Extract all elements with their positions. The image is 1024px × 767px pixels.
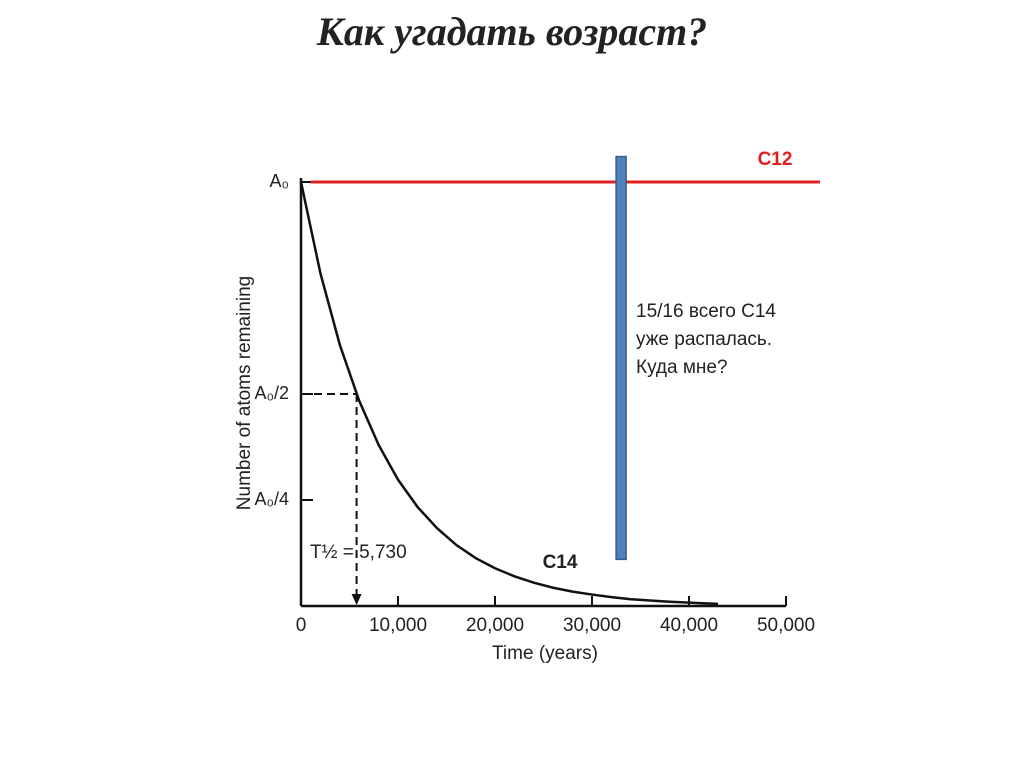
- y-tick-label: A₀/4: [255, 489, 290, 509]
- series-label: C12: [758, 149, 793, 170]
- arrow-head: [351, 594, 362, 605]
- x-tick-label: 10,000: [369, 615, 427, 636]
- y-axis-label: Number of atoms remaining: [234, 276, 255, 510]
- x-tick-label: 40,000: [660, 615, 718, 636]
- x-tick-label: 20,000: [466, 615, 524, 636]
- x-tick-label: 30,000: [563, 615, 621, 636]
- y-tick-label: A₀/2: [255, 383, 290, 403]
- annotation-line: уже распалась.: [636, 329, 772, 350]
- age-marker: [615, 155, 627, 561]
- series-line: [299, 181, 719, 606]
- series-label: C14: [543, 552, 578, 573]
- annotation-line: 15/16 всего С14: [636, 301, 776, 322]
- slide-title: Как угадать возраст?: [316, 9, 707, 54]
- annotation-line: Куда мне?: [636, 357, 728, 378]
- x-tick-label: 50,000: [757, 615, 815, 636]
- x-axis-label: Time (years): [492, 643, 598, 664]
- half-life-label: T½ = 5,730: [310, 542, 407, 563]
- x-tick-label: 0: [296, 615, 307, 636]
- y-tick-label: A₀: [270, 171, 289, 191]
